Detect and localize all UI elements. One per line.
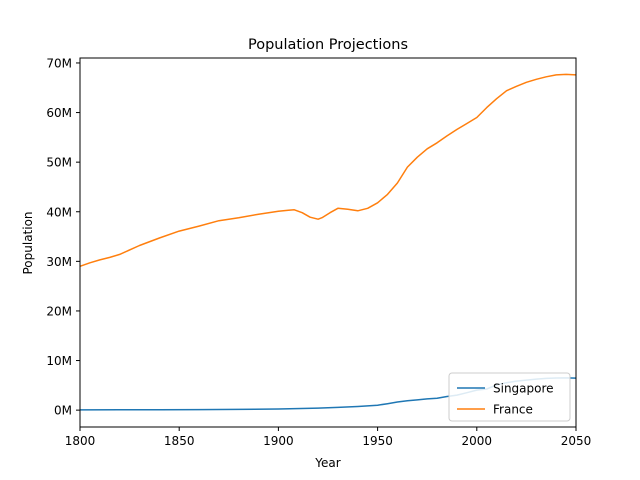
y-tick-label: 20M <box>46 304 72 318</box>
x-axis: 1800 1850 1900 1950 2000 2050 <box>65 427 592 448</box>
x-tick-label: 1800 <box>65 434 96 448</box>
y-tick-label: 70M <box>46 56 72 70</box>
legend-label-france: France <box>493 403 533 417</box>
y-tick-label: 0M <box>54 404 72 418</box>
x-axis-label: Year <box>314 456 340 470</box>
y-tick-label: 50M <box>46 156 72 170</box>
y-tick-label: 10M <box>46 354 72 368</box>
legend-label-singapore: Singapore <box>493 382 554 396</box>
y-axis-label: Population <box>21 211 35 274</box>
chart-title: Population Projections <box>248 37 408 53</box>
x-tick-label: 2000 <box>462 434 493 448</box>
x-tick-label: 1950 <box>362 434 393 448</box>
plot-frame <box>79 57 577 428</box>
x-tick-label: 2050 <box>561 434 592 448</box>
legend: Singapore France <box>448 372 571 422</box>
x-tick-label: 1900 <box>263 434 294 448</box>
series-line-france <box>79 73 577 268</box>
y-tick-label: 30M <box>46 255 72 269</box>
y-tick-label: 60M <box>46 106 72 120</box>
x-tick-label: 1850 <box>164 434 195 448</box>
y-tick-label: 40M <box>46 205 72 219</box>
y-axis: 0M 10M 20M 30M 40M 50M 60M 70M <box>46 56 80 418</box>
